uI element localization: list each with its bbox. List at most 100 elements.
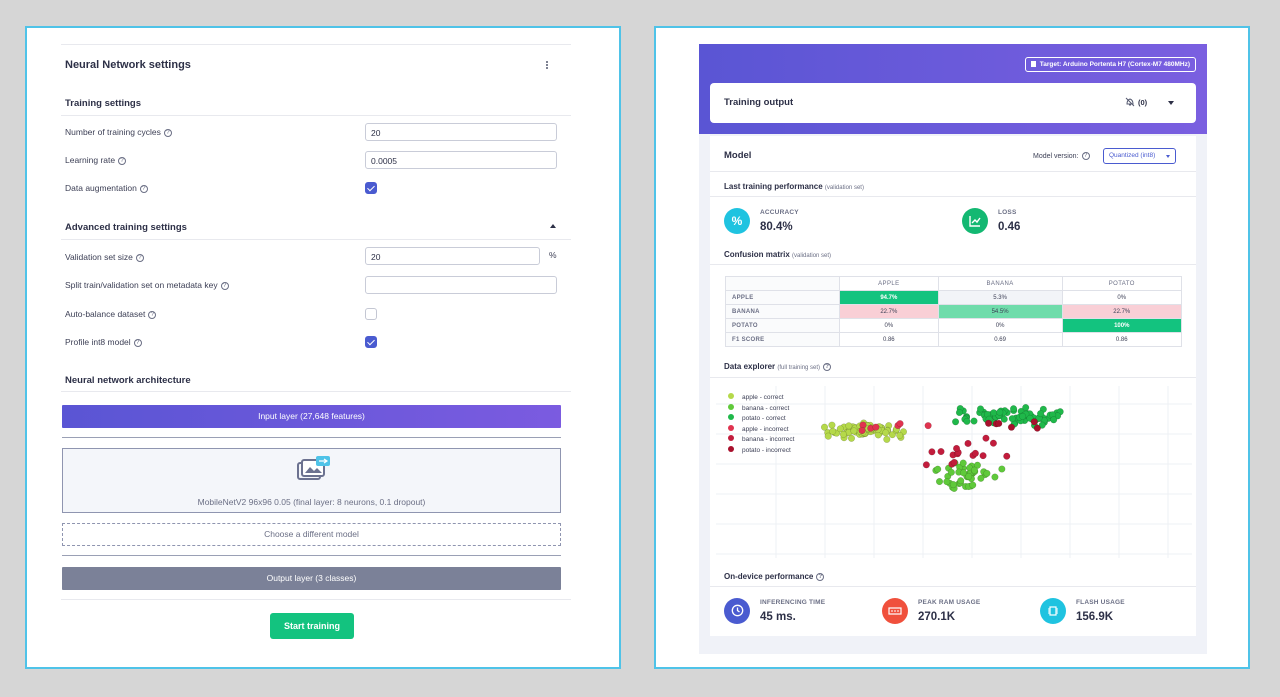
advanced-settings-heading[interactable]: Advanced training settings	[65, 222, 187, 233]
scatter-point[interactable]	[943, 478, 951, 486]
scatter-point[interactable]	[947, 468, 955, 476]
scatter-point[interactable]	[888, 431, 896, 439]
scatter-point[interactable]	[1030, 418, 1038, 426]
question-circle-icon[interactable]: ?	[148, 311, 157, 319]
question-circle-icon[interactable]: ?	[1081, 152, 1090, 160]
model-block[interactable]: MobileNetV2 96x96 0.05 (final layer: 8 n…	[62, 448, 561, 513]
data-explorer-scatter[interactable]	[716, 386, 1192, 558]
scatter-point[interactable]	[970, 417, 978, 425]
scatter-point[interactable]	[979, 452, 987, 460]
scatter-point[interactable]	[952, 418, 960, 426]
scatter-point[interactable]	[964, 439, 972, 448]
scatter-point[interactable]	[990, 409, 998, 417]
validation-size-input[interactable]: 20	[365, 247, 540, 265]
legend-item[interactable]: apple - correct	[728, 393, 794, 404]
split-metadata-input[interactable]	[365, 276, 557, 294]
input-layer-bar[interactable]: Input layer (27,648 features)	[62, 405, 561, 428]
scatter-point[interactable]	[1007, 423, 1016, 431]
target-button[interactable]: Target: Arduino Portenta H7 (Cortex-M7 4…	[1024, 57, 1196, 72]
scatter-point[interactable]	[1037, 410, 1045, 418]
question-circle-icon[interactable]: ?	[220, 282, 229, 290]
profile-int8-checkbox[interactable]	[365, 336, 377, 348]
scatter-point[interactable]	[976, 405, 985, 413]
scatter-point[interactable]	[836, 425, 844, 433]
scatter-point[interactable]	[949, 481, 957, 489]
legend-item[interactable]: banana - correct	[728, 403, 794, 415]
scatter-point[interactable]	[934, 465, 942, 473]
scatter-point[interactable]	[970, 466, 979, 474]
scatter-point[interactable]	[924, 422, 932, 430]
scatter-point[interactable]	[1019, 412, 1027, 420]
legend-item[interactable]: potato - incorrect	[728, 445, 794, 457]
scatter-point[interactable]	[989, 439, 997, 447]
auto-balance-checkbox[interactable]	[365, 308, 377, 320]
question-circle-icon[interactable]: ?	[823, 363, 832, 371]
scatter-point[interactable]	[922, 461, 930, 469]
learning-rate-input[interactable]: 0.0005	[365, 151, 557, 169]
scatter-point[interactable]	[935, 478, 944, 486]
question-circle-icon[interactable]: ?	[133, 339, 142, 347]
caret-down-icon[interactable]	[1168, 101, 1174, 105]
question-circle-icon[interactable]: ?	[118, 157, 127, 165]
training-cycles-input[interactable]: 20	[365, 123, 557, 141]
scatter-point[interactable]	[965, 472, 973, 480]
scatter-point[interactable]	[984, 419, 993, 427]
scatter-point[interactable]	[996, 408, 1004, 416]
scatter-point[interactable]	[824, 432, 832, 440]
scatter-point[interactable]	[982, 434, 990, 442]
scatter-point[interactable]	[1008, 415, 1016, 423]
scatter-point[interactable]	[828, 421, 836, 429]
scatter-point[interactable]	[1010, 405, 1018, 413]
scatter-point[interactable]	[829, 427, 837, 435]
scatter-point[interactable]	[858, 426, 866, 435]
scatter-point[interactable]	[872, 423, 880, 431]
model-version-select[interactable]: Quantized (int8)	[1103, 148, 1176, 164]
scatter-point[interactable]	[883, 435, 891, 443]
scatter-point[interactable]	[957, 477, 965, 485]
scatter-point[interactable]	[991, 473, 999, 481]
legend-item[interactable]: potato - correct	[728, 414, 794, 425]
caret-up-icon[interactable]	[550, 224, 556, 228]
scatter-point[interactable]	[977, 474, 985, 482]
scatter-point[interactable]	[896, 431, 904, 439]
scatter-point[interactable]	[928, 448, 936, 456]
scatter-point[interactable]	[950, 458, 958, 466]
scatter-point[interactable]	[845, 422, 853, 430]
output-layer-bar[interactable]: Output layer (3 classes)	[62, 567, 561, 590]
scatter-point[interactable]	[1022, 403, 1030, 412]
scatter-point[interactable]	[1003, 452, 1011, 460]
scatter-point[interactable]	[955, 408, 963, 417]
question-circle-icon[interactable]: ?	[163, 129, 172, 137]
scatter-point[interactable]	[850, 427, 858, 435]
scatter-point[interactable]	[1000, 415, 1008, 423]
scatter-point[interactable]	[995, 419, 1003, 428]
bell-off-icon[interactable]	[1125, 97, 1135, 107]
scatter-point[interactable]	[983, 469, 991, 477]
legend-item[interactable]: apple - incorrect	[728, 424, 794, 436]
start-training-button[interactable]: Start training	[270, 613, 354, 639]
question-circle-icon[interactable]: ?	[135, 254, 144, 262]
scatter-point[interactable]	[847, 434, 856, 442]
choose-model-button[interactable]: Choose a different model	[62, 523, 561, 546]
scatter-point[interactable]	[1033, 424, 1041, 432]
question-circle-icon[interactable]: ?	[139, 185, 148, 193]
scatter-point[interactable]	[937, 448, 945, 456]
scatter-point[interactable]	[1050, 416, 1058, 424]
scatter-point[interactable]	[971, 449, 979, 457]
scatter-point[interactable]	[959, 459, 967, 467]
question-circle-icon[interactable]: ?	[816, 573, 825, 581]
kebab-menu-icon[interactable]	[545, 61, 549, 71]
scatter-point[interactable]	[839, 430, 847, 438]
scatter-point[interactable]	[959, 469, 968, 477]
scatter-point[interactable]	[973, 461, 981, 469]
scatter-point[interactable]	[882, 429, 890, 437]
scatter-point[interactable]	[1038, 421, 1046, 429]
legend-item[interactable]: banana - incorrect	[728, 435, 794, 446]
scatter-point[interactable]	[952, 444, 961, 452]
scatter-point[interactable]	[998, 465, 1006, 473]
scatter-point[interactable]	[963, 417, 971, 425]
scatter-point[interactable]	[969, 481, 977, 489]
data-augmentation-checkbox[interactable]	[365, 182, 377, 194]
scatter-point[interactable]	[896, 420, 904, 428]
scatter-point[interactable]	[820, 423, 829, 431]
